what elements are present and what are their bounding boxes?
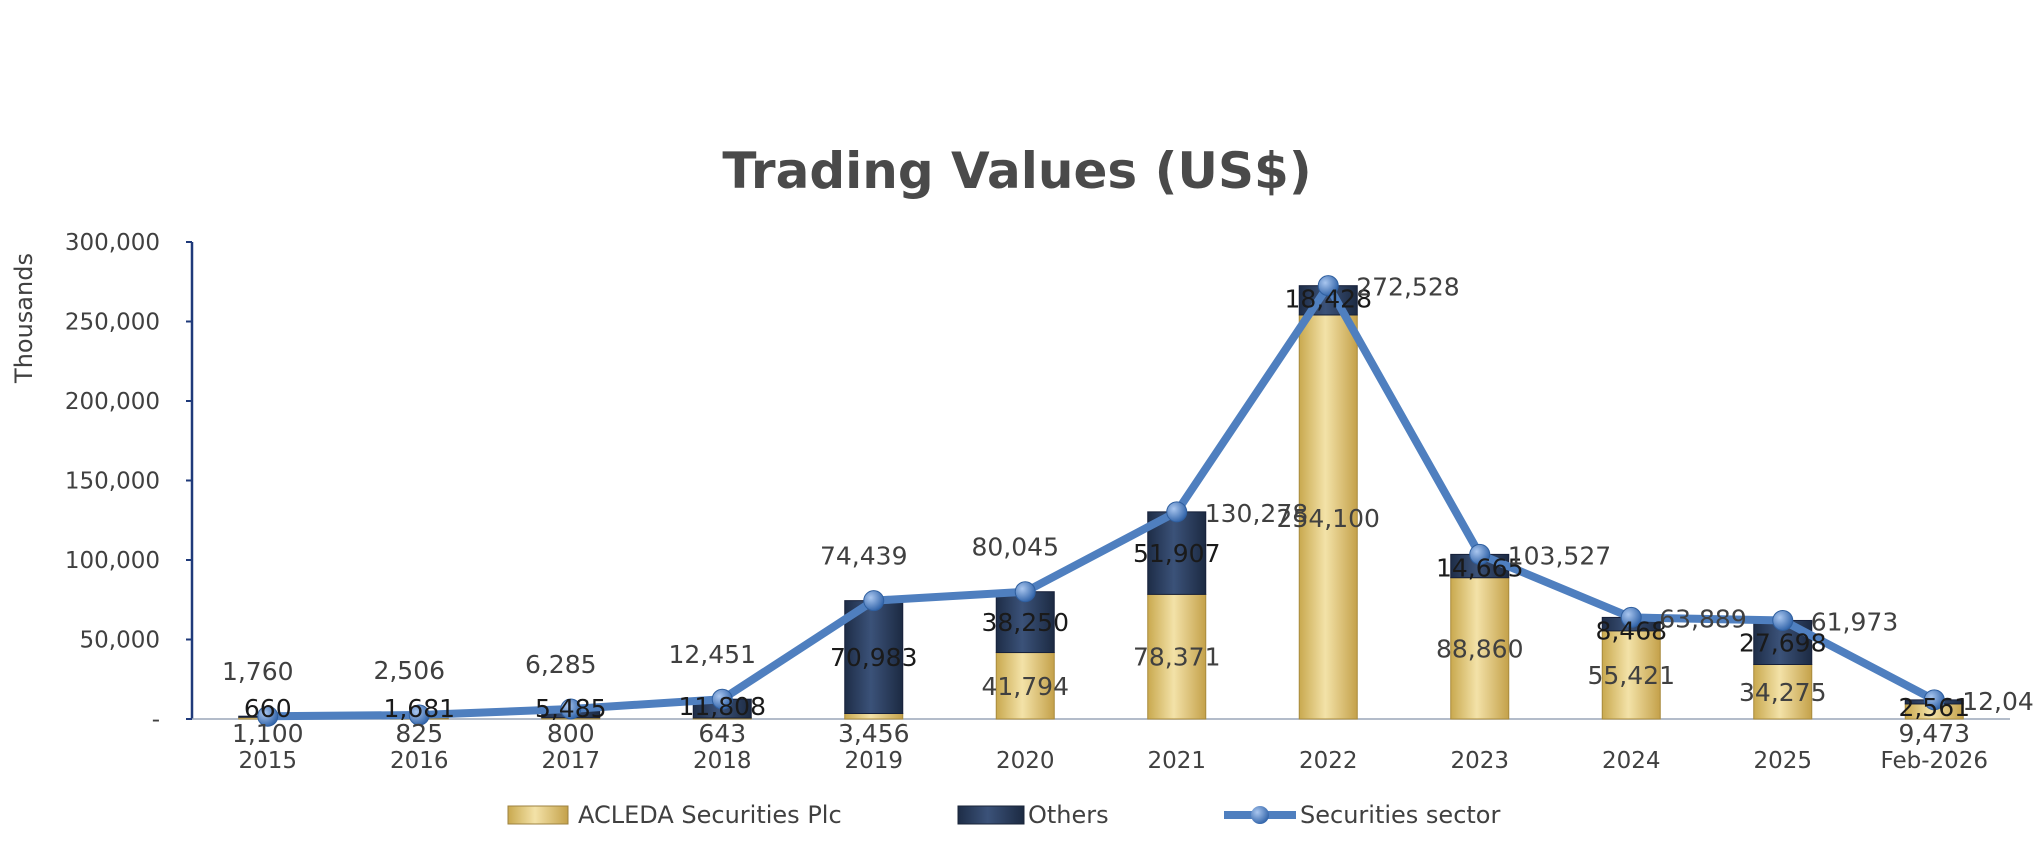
data-label-securities-sector: 63,889 <box>1659 604 1746 633</box>
line-marker <box>1620 606 1642 628</box>
data-label-securities-sector: 80,045 <box>972 533 1059 562</box>
legend-label-securities-sector: Securities sector <box>1300 801 1500 829</box>
data-label-others: 51,907 <box>1133 539 1220 568</box>
data-label-others: 2,561 <box>1898 693 1970 722</box>
line-marker <box>1772 609 1794 631</box>
x-tick-label: 2017 <box>541 748 600 774</box>
data-label-acleda: 643 <box>698 719 746 748</box>
data-label-others: 5,485 <box>535 694 607 723</box>
data-label-acleda: 88,860 <box>1436 634 1523 663</box>
y-tick-label: 250,000 <box>65 310 160 336</box>
x-tick-label: 2018 <box>693 748 752 774</box>
x-tick-label: 2015 <box>238 748 297 774</box>
data-label-securities-sector: 103,527 <box>1508 541 1611 570</box>
y-axis-label: Thousands <box>10 253 38 384</box>
line-marker <box>1166 501 1188 523</box>
legend-swatch-acleda <box>507 805 569 825</box>
securities-sector-line-group <box>257 275 1945 727</box>
y-tick-label: 300,000 <box>65 230 160 256</box>
securities-sector-line <box>267 281 1937 721</box>
line-marker <box>711 688 733 710</box>
x-tick-label: 2021 <box>1147 748 1206 774</box>
y-tick-label: - <box>152 707 160 733</box>
x-tick-label: 2019 <box>844 748 903 774</box>
bar-acleda <box>1753 664 1813 720</box>
data-label-securities-sector: 12,451 <box>669 640 756 669</box>
line-marker <box>863 590 885 612</box>
x-tick-label: 2025 <box>1753 748 1812 774</box>
y-axis-ticks: - 50,000 100,000 150,000 200,000 250,000 300,0… <box>65 230 192 733</box>
data-label-acleda: 825 <box>395 719 443 748</box>
line-marker <box>560 698 582 720</box>
data-label-others: 1,681 <box>383 694 455 723</box>
data-label-others: 14,665 <box>1436 553 1523 582</box>
line-marker <box>1014 581 1036 603</box>
data-label-securities-sector: 6,285 <box>525 650 597 679</box>
data-label-others: 8,468 <box>1595 616 1667 645</box>
x-tick-label: 2024 <box>1602 748 1661 774</box>
legend: ACLEDA Securities Plc Others Securities … <box>507 801 1500 829</box>
data-label-others: 70,983 <box>830 643 917 672</box>
data-label-acleda: 41,794 <box>982 672 1069 701</box>
data-label-securities-sector: 2,506 <box>373 656 445 685</box>
data-label-securities-sector: 61,973 <box>1811 607 1898 636</box>
legend-label-others: Others <box>1028 801 1109 829</box>
bar-acleda <box>1601 630 1661 720</box>
bar-acleda <box>1147 593 1207 720</box>
data-label-acleda: 9,473 <box>1898 719 1970 748</box>
bar-acleda <box>1450 577 1510 720</box>
bar-acleda <box>1298 314 1358 720</box>
data-label-others: 27,698 <box>1739 628 1826 657</box>
legend-swatch-others <box>957 805 1025 825</box>
legend-label-acleda: ACLEDA Securities Plc <box>578 801 842 829</box>
x-tick-label: 2016 <box>390 748 449 774</box>
y-tick-label: 150,000 <box>65 469 160 495</box>
x-tick-label: Feb-2026 <box>1880 748 1988 774</box>
legend-swatch-marker <box>1251 806 1269 824</box>
line-marker <box>408 704 430 726</box>
data-label-securities-sector: 130,278 <box>1205 499 1308 528</box>
data-label-others: 11,808 <box>679 692 766 721</box>
data-label-securities-sector: 272,528 <box>1356 273 1459 302</box>
data-label-acleda: 1,100 <box>232 719 304 748</box>
y-tick-label: 100,000 <box>65 548 160 574</box>
x-axis-ticks: 2015 2016 2017 2018 2019 2020 2021 2022 2023 2024… <box>238 748 1988 774</box>
data-label-acleda: 800 <box>547 719 595 748</box>
data-label-others: 660 <box>244 694 292 723</box>
data-label-others: 18,428 <box>1285 285 1372 314</box>
data-label-acleda: 3,456 <box>838 719 910 748</box>
chart-title: Trading Values (US$) <box>722 142 1311 200</box>
data-label-others: 38,250 <box>982 608 1069 637</box>
bar-others <box>844 600 904 715</box>
line-marker <box>1469 543 1491 565</box>
x-tick-label: 2023 <box>1450 748 1509 774</box>
data-label-acleda: 55,421 <box>1588 661 1675 690</box>
y-tick-label: 200,000 <box>65 389 160 415</box>
data-label-securities-sector: 74,439 <box>820 542 907 571</box>
y-tick-label: 50,000 <box>80 628 160 654</box>
data-label-acleda: 254,100 <box>1277 504 1380 533</box>
data-label-acleda: 34,275 <box>1739 678 1826 707</box>
line-marker <box>1923 689 1945 711</box>
bars-group <box>238 285 1964 720</box>
data-label-securities-sector: 1,760 <box>222 657 294 686</box>
data-label-securities-sector: 12,046 <box>1962 687 2034 716</box>
data-label-acleda: 78,371 <box>1133 643 1220 672</box>
x-tick-label: 2022 <box>1299 748 1358 774</box>
line-marker <box>257 705 279 727</box>
x-tick-label: 2020 <box>996 748 1055 774</box>
line-marker <box>1317 275 1339 297</box>
